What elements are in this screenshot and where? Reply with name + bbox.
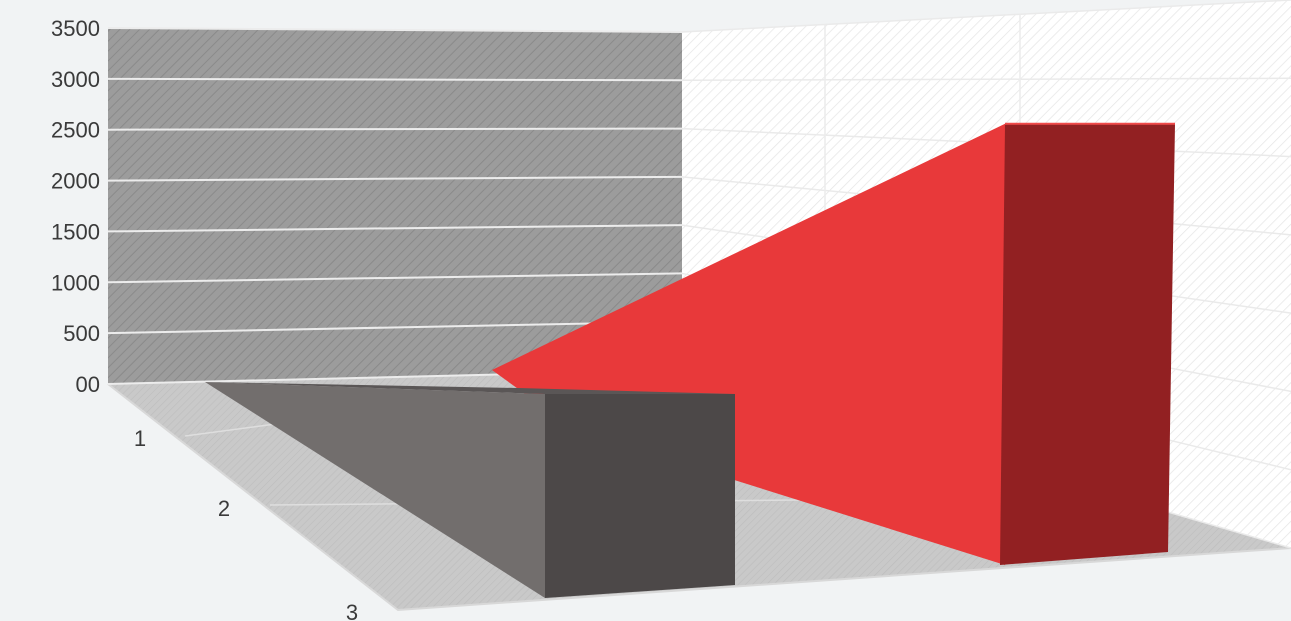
side-wall-gridline <box>681 0 1291 33</box>
side-wall-gridline <box>681 77 1291 82</box>
y-tick-label: 2000 <box>51 169 100 194</box>
gray-wedge-front <box>545 394 735 598</box>
y-tick-label: 3000 <box>51 67 100 92</box>
depth-tick-label: 1 <box>134 426 146 451</box>
back-wall-gridline <box>107 127 683 131</box>
back-wall-gridline <box>107 77 683 82</box>
y-tick-label: 1000 <box>51 270 100 295</box>
gray-wedge-top <box>205 382 735 394</box>
gray-wedge-side <box>205 382 545 598</box>
red-wedge-face <box>492 123 1005 566</box>
back-wall-gridline <box>107 224 683 233</box>
y-tick-label: 2500 <box>51 118 100 143</box>
back-wall-gridline <box>107 272 683 284</box>
y-tick-label: 00 <box>76 372 100 397</box>
back-wall <box>108 28 682 384</box>
floor-edge <box>107 383 1291 612</box>
red-wedge-front <box>1000 123 1175 566</box>
y-tick-label: 3500 <box>51 16 100 41</box>
y-tick-label: 1500 <box>51 219 100 244</box>
depth-tick-label: 3 <box>346 600 358 621</box>
back-wall-gridline <box>107 320 683 335</box>
back-wall-gridline <box>107 175 683 182</box>
back-wall-gridline <box>107 27 683 33</box>
depth-tick-label: 2 <box>218 496 230 521</box>
y-tick-label: 500 <box>63 321 100 346</box>
